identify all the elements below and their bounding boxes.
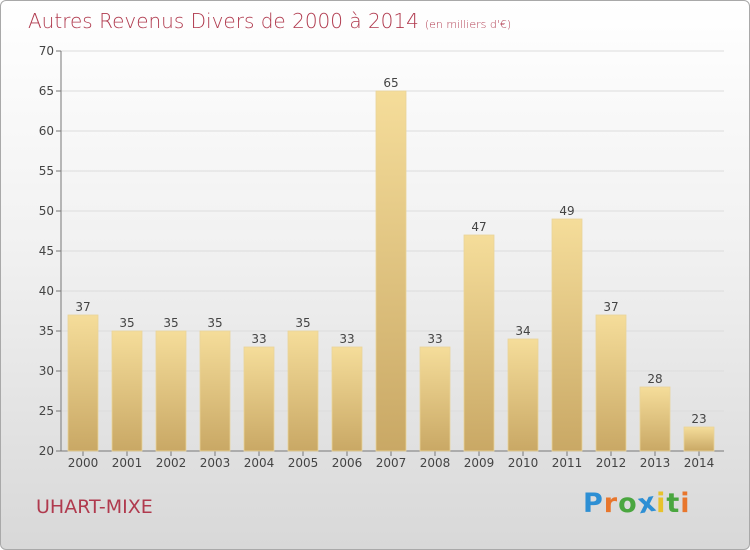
bar xyxy=(199,330,231,452)
x-tick-label: 2004 xyxy=(244,456,275,470)
x-tick-label: 2013 xyxy=(640,456,671,470)
y-tick-label: 60 xyxy=(39,124,54,138)
y-tick-label: 70 xyxy=(39,44,54,58)
y-tick-label: 45 xyxy=(39,244,54,258)
y-tick-label: 30 xyxy=(39,364,54,378)
bar-value-label: 23 xyxy=(691,412,706,426)
bar xyxy=(639,386,671,452)
bar xyxy=(419,346,451,452)
y-tick-label: 40 xyxy=(39,284,54,298)
y-tick-label: 65 xyxy=(39,84,54,98)
bar xyxy=(375,90,407,452)
chart-title: Autres Revenus Divers de 2000 à 2014 (en … xyxy=(28,9,511,33)
bar xyxy=(507,338,539,452)
bar xyxy=(67,314,99,452)
bar-value-label: 49 xyxy=(559,204,574,218)
bar-value-label: 34 xyxy=(515,324,530,338)
proxiti-logo[interactable]: Proxiti xyxy=(583,487,691,521)
x-tick-label: 2005 xyxy=(288,456,319,470)
bar xyxy=(595,314,627,452)
x-tick-label: 2007 xyxy=(376,456,407,470)
bar-value-label: 33 xyxy=(251,332,266,346)
y-tick-label: 35 xyxy=(39,324,54,338)
bar-value-label: 35 xyxy=(163,316,178,330)
bar-value-label: 33 xyxy=(339,332,354,346)
title-text: Autres Revenus Divers de 2000 à 2014 xyxy=(28,9,419,33)
x-tick-label: 2000 xyxy=(68,456,99,470)
x-tick-label: 2001 xyxy=(112,456,143,470)
y-tick-label: 50 xyxy=(39,204,54,218)
location-label: UHART-MIXE xyxy=(36,496,153,518)
x-tick-label: 2010 xyxy=(508,456,539,470)
x-tick-label: 2014 xyxy=(684,456,715,470)
x-tick-label: 2009 xyxy=(464,456,495,470)
y-tick-label: 25 xyxy=(39,404,54,418)
logo-letter: P xyxy=(583,488,604,519)
bar xyxy=(551,218,583,452)
logo-letter: o xyxy=(618,488,638,519)
title-unit: (en milliers d'€) xyxy=(424,18,512,31)
bar xyxy=(111,330,143,452)
bar-value-label: 47 xyxy=(471,220,486,234)
y-tick-label: 55 xyxy=(39,164,54,178)
logo-letter: r xyxy=(603,488,619,519)
bar xyxy=(683,426,715,452)
x-tick-label: 2011 xyxy=(552,456,583,470)
bars xyxy=(67,90,715,452)
y-tick-label: 20 xyxy=(39,444,54,458)
x-tick-label: 2006 xyxy=(332,456,363,470)
bar-value-label: 35 xyxy=(207,316,222,330)
x-tick-label: 2002 xyxy=(156,456,187,470)
x-tick-label: 2003 xyxy=(200,456,231,470)
x-tick-label: 2008 xyxy=(420,456,451,470)
bar-value-label: 35 xyxy=(119,316,134,330)
labels: 20 25 30 35 40 45 50 55 60 65 70 37 2000 35 2001 35 2002… xyxy=(39,44,715,470)
logo-letter: i xyxy=(656,488,667,519)
bar xyxy=(287,330,319,452)
bar xyxy=(463,234,495,452)
logo-letter: i xyxy=(680,488,691,519)
bar-value-label: 37 xyxy=(75,300,90,314)
bar xyxy=(243,346,275,452)
bar xyxy=(155,330,187,452)
bar-value-label: 33 xyxy=(427,332,442,346)
bar-value-label: 65 xyxy=(383,76,398,90)
bar-value-label: 35 xyxy=(295,316,310,330)
bar xyxy=(331,346,363,452)
bar-value-label: 37 xyxy=(603,300,618,314)
logo-letter: t xyxy=(666,488,681,519)
x-tick-label: 2012 xyxy=(596,456,627,470)
bar-value-label: 28 xyxy=(647,372,662,386)
